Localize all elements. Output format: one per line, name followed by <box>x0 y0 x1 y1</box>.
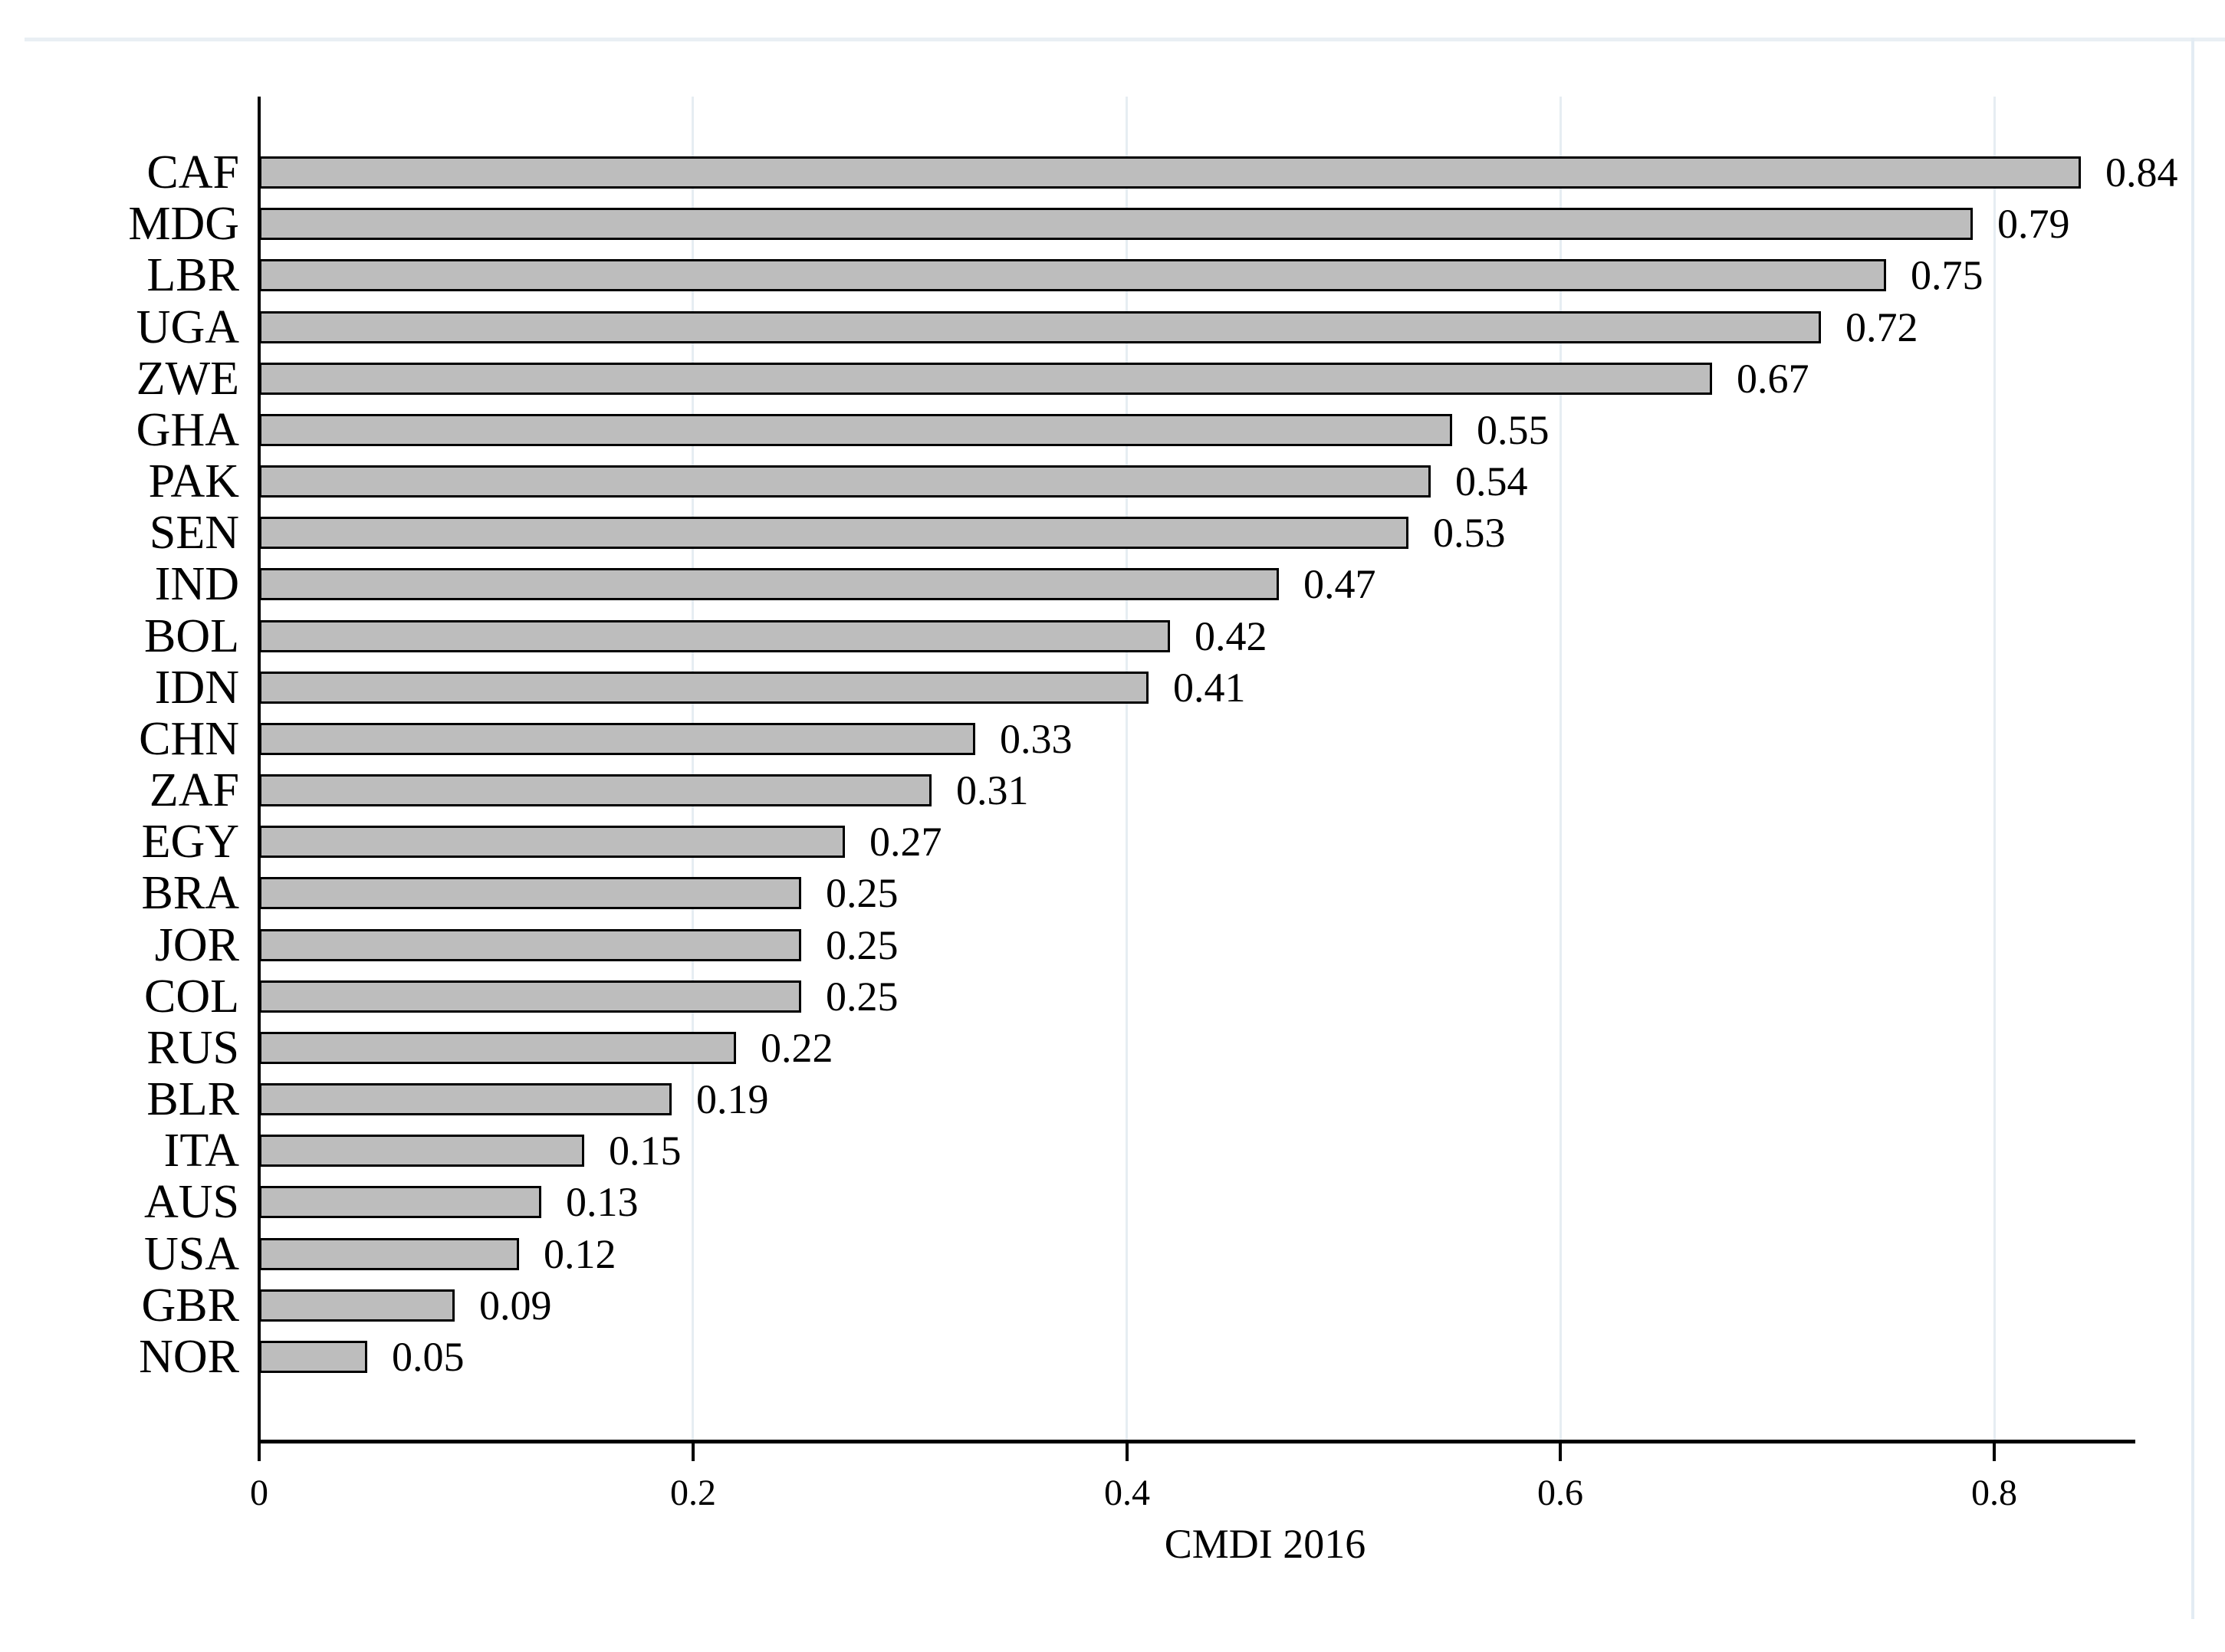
gridline <box>1126 97 1128 1440</box>
category-label: RUS <box>146 1022 239 1074</box>
bar <box>259 259 1886 291</box>
value-label: 0.53 <box>1433 510 1506 556</box>
bar <box>259 311 1821 343</box>
category-label: MDG <box>128 198 239 250</box>
value-label: 0.22 <box>761 1025 833 1071</box>
y-axis-line <box>258 97 261 1443</box>
x-axis-tick <box>1559 1443 1562 1461</box>
value-label: 0.47 <box>1303 561 1376 607</box>
bar <box>259 568 1279 600</box>
category-label: USA <box>143 1228 239 1280</box>
category-label: LBR <box>146 249 239 301</box>
category-label: IND <box>154 558 239 610</box>
category-label: ITA <box>163 1125 239 1177</box>
value-label: 0.15 <box>609 1128 682 1174</box>
x-axis-title: CMDI 2016 <box>1164 1521 1366 1567</box>
value-label: 0.54 <box>1455 458 1528 504</box>
category-label: ZAF <box>149 764 239 816</box>
figure-top-border-strip <box>25 38 2225 41</box>
value-label: 0.41 <box>1173 665 1246 711</box>
bar <box>259 1238 519 1270</box>
value-label: 0.19 <box>696 1076 769 1122</box>
value-label: 0.13 <box>566 1179 639 1225</box>
value-label: 0.27 <box>869 819 942 865</box>
bar <box>259 980 801 1013</box>
bar <box>259 465 1431 498</box>
value-label: 0.75 <box>1911 252 1983 298</box>
category-label: AUS <box>143 1176 239 1228</box>
gridline <box>1559 97 1562 1440</box>
category-label: GHA <box>136 404 239 456</box>
x-axis-tick <box>258 1443 261 1461</box>
category-label: PAK <box>148 455 239 507</box>
value-label: 0.12 <box>544 1231 616 1277</box>
x-axis-tick-label: 0.4 <box>1104 1473 1150 1513</box>
x-axis-tick-label: 0 <box>250 1473 268 1513</box>
x-axis-tick-label: 0.2 <box>670 1473 716 1513</box>
value-label: 0.67 <box>1737 356 1809 402</box>
bar <box>259 1083 672 1115</box>
gridline <box>1993 97 1996 1440</box>
value-label: 0.84 <box>2105 149 2178 195</box>
bar <box>259 723 975 755</box>
category-label: SEN <box>149 507 239 559</box>
value-label: 0.25 <box>826 922 899 968</box>
value-label: 0.79 <box>1997 201 2070 247</box>
bar <box>259 517 1408 549</box>
bar <box>259 363 1712 395</box>
x-axis-tick-label: 0.6 <box>1537 1473 1583 1513</box>
category-label: IDN <box>154 662 239 714</box>
value-label: 0.33 <box>1000 716 1073 762</box>
value-label: 0.25 <box>826 870 899 916</box>
category-label: UGA <box>136 301 239 353</box>
bar <box>259 1135 584 1167</box>
gridline <box>692 97 694 1440</box>
x-axis-tick <box>1126 1443 1129 1461</box>
value-label: 0.25 <box>826 974 899 1020</box>
category-label: CHN <box>139 713 239 765</box>
bar <box>259 1032 736 1064</box>
bar <box>259 929 801 961</box>
category-label: ZWE <box>136 353 239 405</box>
x-axis-tick-label: 0.8 <box>1971 1473 2017 1513</box>
value-label: 0.05 <box>392 1334 465 1380</box>
category-label: COL <box>144 971 239 1023</box>
bar <box>259 414 1452 446</box>
figure-right-border-line <box>2191 38 2194 1619</box>
bar <box>259 672 1149 704</box>
category-label: NOR <box>139 1331 239 1383</box>
x-axis-line <box>258 1440 2135 1443</box>
bar <box>259 877 801 909</box>
bar <box>259 1186 541 1218</box>
bar <box>259 156 2081 189</box>
category-label: BLR <box>146 1073 239 1125</box>
category-label: CAF <box>146 146 239 199</box>
value-label: 0.09 <box>479 1283 552 1328</box>
value-label: 0.42 <box>1195 613 1267 659</box>
value-label: 0.55 <box>1477 407 1550 453</box>
x-axis-tick <box>692 1443 695 1461</box>
category-label: BOL <box>144 610 239 662</box>
value-label: 0.31 <box>956 767 1029 813</box>
bar <box>259 826 845 858</box>
category-label: GBR <box>141 1279 239 1332</box>
value-label: 0.72 <box>1845 304 1918 350</box>
bar <box>259 1341 367 1373</box>
bar <box>259 620 1170 652</box>
category-label: JOR <box>154 919 239 971</box>
bar <box>259 208 1973 240</box>
category-label: BRA <box>141 867 239 919</box>
bar <box>259 774 932 806</box>
x-axis-tick <box>1993 1443 1996 1461</box>
category-label: EGY <box>141 816 239 868</box>
bar <box>259 1289 455 1322</box>
